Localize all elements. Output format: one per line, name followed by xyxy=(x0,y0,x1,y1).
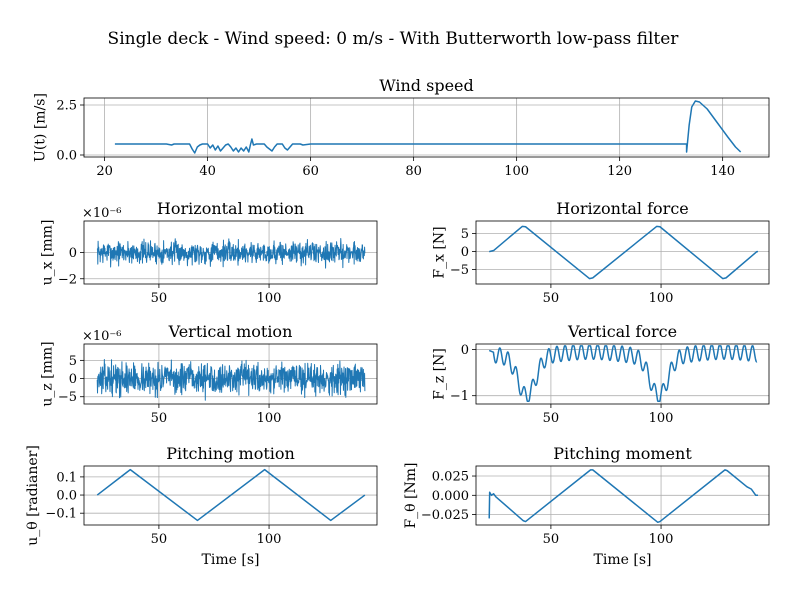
y-tick-label: 0.025 xyxy=(432,470,469,485)
series-line xyxy=(488,345,758,402)
x-tick-label: 50 xyxy=(543,532,560,547)
x-tick-label: 50 xyxy=(543,411,560,426)
x-tick-label: 100 xyxy=(649,291,674,306)
series-line xyxy=(114,100,742,154)
x-axis-label: Time [s] xyxy=(202,552,260,568)
axes-frame xyxy=(83,465,378,526)
panel-hmotion: 50 100 −2 0 Horizontal motion ×10⁻⁶ u_x [mm] xyxy=(40,199,378,306)
series-line xyxy=(489,225,758,280)
panel-title: Vertical motion xyxy=(168,322,293,341)
panel-wind: 20 40 60 80 100 120 140 0.0 2.5 Wind speed U(t) [m… xyxy=(32,76,770,179)
panel-pmotion: 50 100 −0.1 0.0 0.1 Pitching motion u_θ [radia… xyxy=(25,444,378,568)
offset-text: ×10⁻⁶ xyxy=(82,206,122,221)
x-tick-label: 100 xyxy=(257,291,282,306)
x-tick-label: 40 xyxy=(199,164,216,179)
series-line xyxy=(96,468,366,522)
series-line xyxy=(488,469,758,524)
x-tick-label: 50 xyxy=(151,291,168,306)
series-line xyxy=(96,237,366,269)
x-axis-label: Time [s] xyxy=(594,552,652,568)
axes-frame xyxy=(83,343,378,405)
y-tick-label: 5 xyxy=(461,227,469,242)
y-axis-label: u_θ [radianer] xyxy=(25,445,41,546)
panel-pmoment: 50 100 −0.025 0.000 0.025 Pitching moment F_θ … xyxy=(403,444,770,568)
x-tick-label: 50 xyxy=(543,291,560,306)
y-tick-label: 0.000 xyxy=(432,489,469,504)
y-tick-label: −2 xyxy=(58,272,77,287)
x-tick-label: 50 xyxy=(151,411,168,426)
y-axis-label: F_z [N] xyxy=(432,348,448,400)
panel-title: Vertical force xyxy=(567,322,677,341)
x-tick-label: 100 xyxy=(257,411,282,426)
x-tick-label: 50 xyxy=(151,532,168,547)
y-axis-label: u_x [mm] xyxy=(40,220,56,286)
y-tick-label: 0 xyxy=(461,343,469,358)
figure-suptitle: Single deck - Wind speed: 0 m/s - With B… xyxy=(108,29,680,49)
x-tick-label: 20 xyxy=(96,164,113,179)
offset-text: ×10⁻⁶ xyxy=(82,329,122,344)
panel-vmotion: 50 100 −5 0 5 Vertical motion ×10⁻⁶ u_z [mm] xyxy=(40,322,378,426)
y-tick-label: 0 xyxy=(461,245,469,260)
y-tick-label: −0.025 xyxy=(421,508,469,523)
y-tick-label: 5 xyxy=(69,354,77,369)
panel-title: Pitching moment xyxy=(553,444,692,463)
x-tick-label: 100 xyxy=(504,164,529,179)
y-axis-label: F_θ [Nm] xyxy=(403,462,419,528)
y-tick-label: −1 xyxy=(450,389,469,404)
x-tick-label: 100 xyxy=(257,532,282,547)
axes-frame xyxy=(475,220,770,285)
panel-title: Pitching motion xyxy=(166,444,295,463)
y-tick-label: −0.1 xyxy=(45,507,77,522)
y-axis-label: F_x [N] xyxy=(432,226,448,278)
axes-frame xyxy=(475,343,770,405)
y-axis-label: u_z [mm] xyxy=(40,341,56,406)
y-tick-label: 0 xyxy=(69,372,77,387)
y-tick-label: 0.0 xyxy=(56,489,77,504)
axes-frame xyxy=(83,97,770,158)
panel-title: Horizontal motion xyxy=(157,199,304,218)
panel-title: Wind speed xyxy=(379,76,474,95)
y-tick-label: −5 xyxy=(58,390,77,405)
x-tick-label: 140 xyxy=(710,164,735,179)
x-tick-label: 120 xyxy=(607,164,632,179)
panel-title: Horizontal force xyxy=(556,199,689,218)
x-tick-label: 100 xyxy=(649,532,674,547)
y-axis-label: U(t) [m/s] xyxy=(32,93,48,162)
y-tick-label: 0.0 xyxy=(56,149,77,164)
x-tick-label: 80 xyxy=(405,164,422,179)
y-tick-label: 0 xyxy=(69,246,77,261)
panel-vforce: 50 100 −1 0 Vertical force F_z [N] xyxy=(432,322,770,426)
series-line xyxy=(96,359,366,401)
panel-hforce: 50 100 −5 0 5 Horizontal force F_x [N] xyxy=(432,199,770,306)
y-tick-label: −5 xyxy=(450,263,469,278)
y-tick-label: 2.5 xyxy=(56,99,77,114)
x-tick-label: 100 xyxy=(649,411,674,426)
y-tick-label: 0.1 xyxy=(56,470,77,485)
x-tick-label: 60 xyxy=(302,164,319,179)
